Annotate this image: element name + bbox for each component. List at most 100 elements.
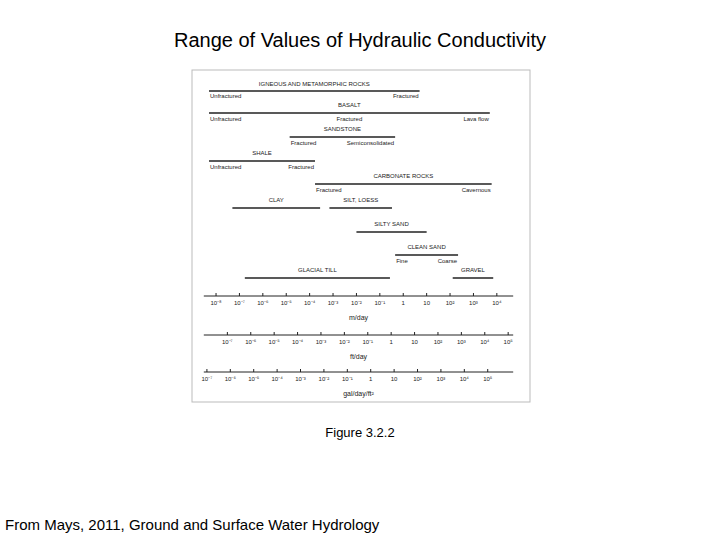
tick-label: 10⁻⁷ <box>234 300 245 306</box>
tick <box>297 332 298 335</box>
axis: 10⁻⁸10⁻⁷10⁻⁶10⁻⁵10⁻⁴10⁻³10⁻²10⁻¹11010²10… <box>204 293 513 322</box>
tick <box>333 293 334 296</box>
tick <box>461 332 462 335</box>
tick <box>487 369 488 372</box>
tick <box>253 369 254 372</box>
category-label: CLAY <box>269 197 284 203</box>
source: From Mays, 2011, Ground and Surface Wate… <box>5 516 380 533</box>
category-label: GRAVEL <box>461 267 486 273</box>
tick-label: 10⁻⁴ <box>292 339 304 345</box>
range-bar <box>232 207 320 209</box>
tick-label: 10⁻⁵ <box>269 339 281 345</box>
tick-label: 10⁻³ <box>316 339 327 345</box>
tick-label: 10² <box>446 300 455 306</box>
tick-label: 10 <box>423 300 430 306</box>
range-bar <box>209 112 490 114</box>
tick-label: 10⁻⁷ <box>201 376 212 382</box>
tick <box>274 332 275 335</box>
category-label: SANDSTONE <box>324 126 361 132</box>
labels: IGNEOUS AND METAMORPHIC ROCKS Unfractured… <box>210 81 491 273</box>
tick <box>216 293 217 296</box>
sublabel: Lava flow <box>463 116 489 122</box>
tick <box>496 293 497 296</box>
tick <box>391 332 392 335</box>
range-bar <box>395 254 458 256</box>
sublabel: Semiconsolidated <box>347 140 394 146</box>
tick-label: 10⁻⁶ <box>245 339 257 345</box>
tick-label: 10² <box>413 376 422 382</box>
range-bar <box>209 90 420 92</box>
range-bar <box>329 207 392 209</box>
tick <box>206 369 207 372</box>
tick <box>437 332 438 335</box>
axis-title: gal/day/ft² <box>343 390 374 398</box>
range-bar <box>453 277 494 279</box>
axis-line <box>204 372 513 373</box>
tick-label: 10⁴ <box>460 376 470 382</box>
bars <box>209 91 493 278</box>
category-label: GLACIAL TILL <box>298 267 337 273</box>
tick-label: 10³ <box>437 376 446 382</box>
range-bar <box>315 183 492 185</box>
tick-label: 10⁴ <box>492 300 502 306</box>
tick-label: 10² <box>434 339 443 345</box>
tick <box>440 369 441 372</box>
tick-label: 10 <box>391 376 398 382</box>
tick <box>426 293 427 296</box>
sublabel: Fractured <box>337 116 363 122</box>
axis-line <box>204 296 513 297</box>
tick-label: 10⁻⁷ <box>222 339 233 345</box>
tick <box>379 293 380 296</box>
range-bar <box>290 136 395 138</box>
tick <box>356 293 357 296</box>
category-label: IGNEOUS AND METAMORPHIC ROCKS <box>259 81 370 87</box>
tick-label: 10⁻² <box>339 339 350 345</box>
tick-label: 10⁵ <box>504 339 514 345</box>
tick <box>250 332 251 335</box>
range-bar <box>356 231 426 233</box>
sublabel: Cavernous <box>462 187 491 193</box>
tick-label: 1 <box>389 339 393 345</box>
tick <box>367 332 368 335</box>
sublabel: Fractured <box>393 93 419 99</box>
sublabel: Unfractured <box>210 164 241 170</box>
tick-label: 10⁻¹ <box>342 376 353 382</box>
tick <box>414 332 415 335</box>
tick <box>277 369 278 372</box>
tick-label: 10⁻⁴ <box>304 300 316 306</box>
tick <box>370 369 371 372</box>
tick <box>323 369 324 372</box>
tick <box>286 293 287 296</box>
sublabel: Unfractured <box>210 93 241 99</box>
sublabel: Fine <box>396 258 408 264</box>
tick <box>464 369 465 372</box>
range-bar <box>245 277 390 279</box>
tick-label: 10³ <box>457 339 466 345</box>
tick-label: 10⁻² <box>319 376 330 382</box>
tick-label: 10⁻³ <box>295 376 306 382</box>
tick <box>262 293 263 296</box>
tick <box>230 369 231 372</box>
tick-label: 10⁻¹ <box>362 339 373 345</box>
tick-label: 10⁻² <box>351 300 362 306</box>
tick <box>403 293 404 296</box>
tick-label: 10⁻⁶ <box>257 300 269 306</box>
axis-line <box>204 335 513 336</box>
sublabel: Fractured <box>288 164 314 170</box>
tick <box>309 293 310 296</box>
tick-label: 10³ <box>469 300 478 306</box>
tick <box>450 293 451 296</box>
tick-label: 1 <box>369 376 373 382</box>
sublabel: Fractured <box>291 140 317 146</box>
axis-title: ft/day <box>350 353 368 361</box>
range-bar <box>209 160 315 162</box>
tick-label: 10⁻⁴ <box>271 376 283 382</box>
background <box>0 0 720 540</box>
category-label: SILTY SAND <box>374 221 409 227</box>
tick <box>394 369 395 372</box>
tick <box>508 332 509 335</box>
tick-label: 10⁻⁵ <box>248 376 260 382</box>
tick-label: 10⁻⁵ <box>281 300 293 306</box>
axis: 10⁻⁷10⁻⁶10⁻⁵10⁻⁴10⁻³10⁻²10⁻¹11010²10³10⁴… <box>201 369 513 398</box>
tick-label: 10 <box>411 339 418 345</box>
